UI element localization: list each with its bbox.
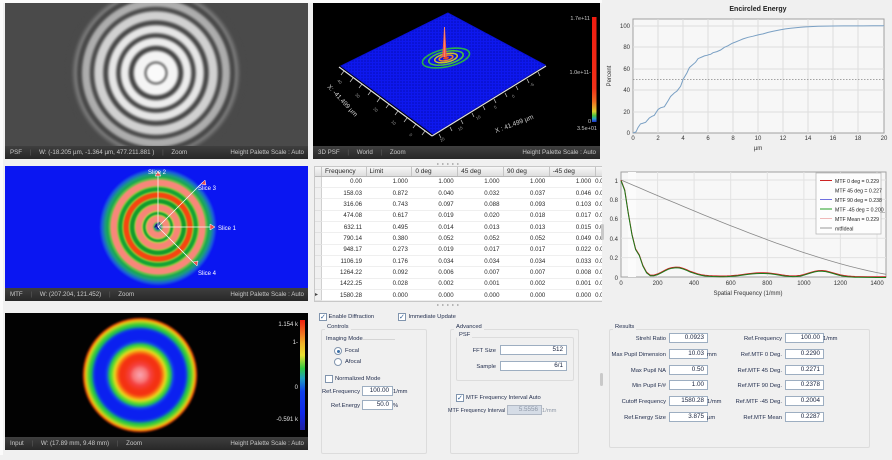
svg-text:20: 20 (623, 110, 630, 116)
svg-text:14: 14 (805, 136, 812, 142)
svg-text:16: 16 (830, 136, 837, 142)
svg-text:Slice 4: Slice 4 (198, 271, 217, 277)
svg-text:MTF -45 deg = 0.200: MTF -45 deg = 0.200 (835, 208, 884, 214)
svg-text:30: 30 (354, 92, 361, 99)
svg-text:800: 800 (762, 281, 773, 287)
svg-text:MTF 45 deg = 0.227: MTF 45 deg = 0.227 (835, 189, 882, 195)
svg-text:12: 12 (780, 136, 787, 142)
svg-text:0.2: 0.2 (610, 256, 619, 262)
svg-text:1000: 1000 (797, 281, 811, 287)
svg-text:400: 400 (689, 281, 700, 287)
svg-text:0: 0 (631, 136, 635, 142)
svg-text:X : 41.499 µm: X : 41.499 µm (494, 114, 534, 135)
svg-text:MTF 90 deg = 0.238: MTF 90 deg = 0.238 (835, 198, 882, 204)
svg-text:mtfIdeal: mtfIdeal (835, 227, 853, 233)
svg-text:0: 0 (295, 385, 299, 391)
svg-text:40: 40 (336, 78, 343, 85)
svg-text:MTF Mean = 0.229: MTF Mean = 0.229 (835, 217, 879, 223)
svg-text:1-: 1- (293, 340, 298, 346)
svg-text:5: 5 (493, 104, 498, 110)
svg-text:4: 4 (681, 136, 685, 142)
svg-text:600: 600 (726, 281, 737, 287)
svg-text:10: 10 (755, 136, 762, 142)
svg-text:60: 60 (623, 67, 630, 73)
svg-text:20: 20 (439, 136, 446, 143)
svg-text:10: 10 (475, 114, 482, 121)
svg-text:Slice 3: Slice 3 (198, 186, 217, 192)
svg-text:20: 20 (372, 106, 379, 113)
svg-text:Spatial Frequency (1/mm): Spatial Frequency (1/mm) (713, 291, 782, 297)
svg-text:1400: 1400 (870, 281, 884, 287)
svg-text:2: 2 (656, 136, 660, 142)
svg-text:18: 18 (855, 136, 862, 142)
svg-text:0: 0 (615, 276, 619, 282)
svg-text:15: 15 (457, 125, 464, 132)
svg-text:Slice 1: Slice 1 (218, 226, 237, 232)
svg-text:0: 0 (408, 132, 414, 138)
svg-text:-5: -5 (529, 81, 535, 88)
svg-text:1: 1 (615, 179, 619, 185)
svg-text:1.7e+11: 1.7e+11 (570, 16, 590, 22)
svg-text:40: 40 (623, 88, 630, 94)
svg-text:Slice 2: Slice 2 (148, 170, 167, 176)
svg-text:0: 0 (627, 131, 631, 137)
svg-text:0: 0 (588, 119, 591, 125)
svg-text:MTF 0 deg = 0.229: MTF 0 deg = 0.229 (835, 179, 879, 185)
svg-text:1200: 1200 (834, 281, 848, 287)
svg-text:80: 80 (623, 45, 630, 51)
svg-text:1.154 k: 1.154 k (278, 322, 299, 328)
svg-text:-0.591 k: -0.591 k (276, 417, 299, 423)
svg-text:0: 0 (619, 281, 623, 287)
svg-text:0.6: 0.6 (610, 217, 619, 223)
svg-text:8: 8 (731, 136, 735, 142)
svg-text:6: 6 (706, 136, 710, 142)
svg-text:X: -41.499 µm: X: -41.499 µm (326, 84, 359, 119)
svg-text:10: 10 (390, 119, 397, 126)
svg-text:µm: µm (754, 146, 762, 152)
svg-text:20: 20 (881, 136, 888, 142)
svg-text:0.8: 0.8 (610, 198, 619, 204)
svg-text:1.0e+11-: 1.0e+11- (570, 70, 592, 76)
svg-text:0.4: 0.4 (610, 237, 619, 243)
svg-text:200: 200 (653, 281, 664, 287)
svg-text:100: 100 (620, 24, 631, 30)
svg-text:Encircled Energy: Encircled Energy (729, 6, 786, 13)
svg-text:3.5e+01: 3.5e+01 (577, 126, 597, 132)
svg-text:Percent: Percent (607, 65, 613, 86)
svg-text:0: 0 (511, 93, 516, 99)
